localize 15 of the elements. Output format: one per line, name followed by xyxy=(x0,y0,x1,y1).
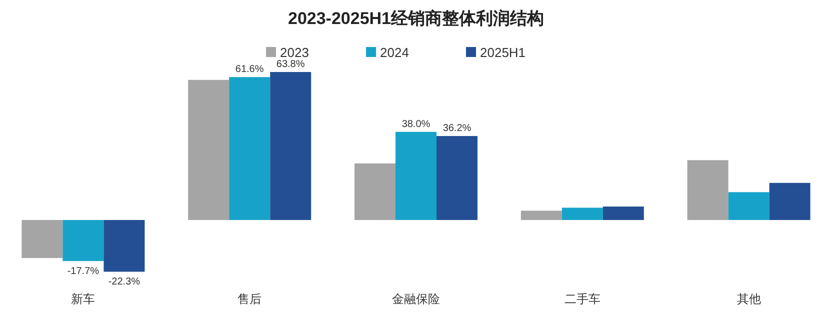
data-label: 63.8% xyxy=(276,59,305,70)
legend-label: 2025H1 xyxy=(480,45,526,60)
x-tick-label: 售后 xyxy=(238,292,262,306)
data-label: 38.0% xyxy=(402,118,430,130)
legend-label: 2023 xyxy=(280,45,309,60)
x-tick-label: 金融保险 xyxy=(392,292,440,306)
data-label: -17.7% xyxy=(67,266,100,278)
data-label: 36.2% xyxy=(442,123,472,134)
data-label: -22.3% xyxy=(108,276,140,288)
x-tick-label: 新车 xyxy=(71,292,96,306)
data-label: 61.6% xyxy=(235,64,264,76)
legend-label: 2024 xyxy=(380,45,409,60)
chart-title: 2023-2025H1经销商整体利润结构 xyxy=(288,9,544,28)
x-tick-label: 二手车 xyxy=(564,292,600,306)
x-tick-label: 其他 xyxy=(736,292,761,306)
